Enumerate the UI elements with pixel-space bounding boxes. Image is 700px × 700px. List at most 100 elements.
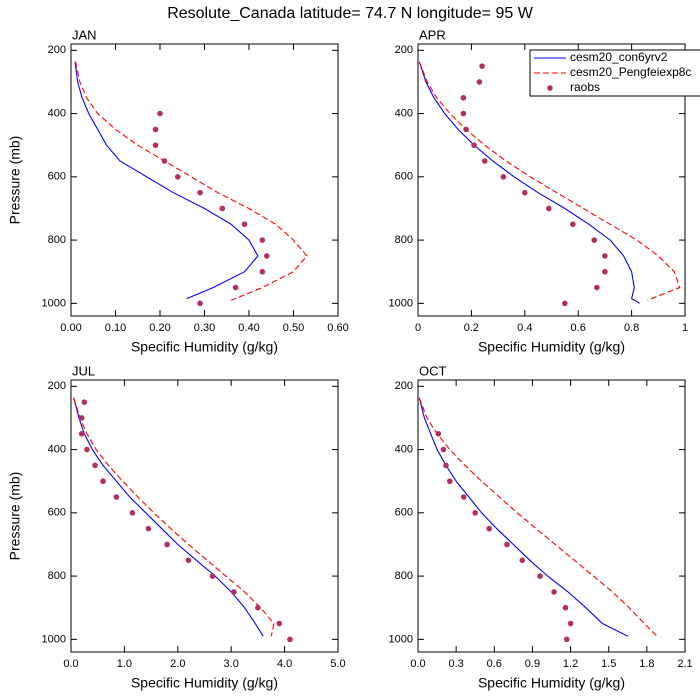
raob-point (562, 604, 569, 611)
x-tick-label: 0.8 (624, 322, 639, 334)
raob-point (84, 446, 90, 453)
plot-frame (417, 43, 686, 317)
x-tick-label: 1.2 (563, 658, 578, 670)
page-title: Resolute_Canada latitude= 74.7 N longitu… (167, 5, 533, 22)
x-tick-label: 3.0 (224, 658, 239, 670)
raob-point (255, 604, 261, 611)
raob-point (594, 284, 600, 291)
legend-swatch (547, 85, 553, 91)
x-tick-label: 0.2 (464, 322, 479, 334)
raob-point (567, 620, 574, 627)
x-axis-label: Specific Humidity (g/kg) (131, 675, 278, 691)
raob-point (264, 253, 270, 259)
raob-point (479, 63, 485, 69)
model-line (418, 397, 629, 637)
raob-point (500, 174, 507, 180)
raob-point (519, 557, 526, 564)
y-axis-label: Pressure (mb) (7, 136, 23, 225)
x-tick-label: 0.60 (327, 322, 348, 334)
panel-title: JUL (72, 363, 95, 378)
y-tick-label: 400 (395, 107, 413, 119)
raob-point (81, 399, 88, 405)
raob-point (460, 94, 467, 101)
raob-point (287, 636, 293, 643)
plot-area (418, 397, 658, 643)
raob-point (551, 589, 557, 595)
raob-point (522, 189, 528, 196)
y-tick-label: 800 (48, 234, 66, 246)
raob-point (446, 478, 453, 485)
raob-point (486, 525, 493, 532)
y-tick-label: 600 (395, 171, 413, 183)
x-tick-label: 0.40 (238, 322, 259, 334)
model-line (418, 61, 681, 301)
plot-frame (70, 43, 339, 317)
y-tick-label: 800 (395, 234, 413, 246)
raob-point (157, 110, 163, 117)
raob-point (476, 79, 483, 85)
model-line (74, 61, 259, 300)
raob-point (232, 284, 239, 291)
raob-point (276, 620, 283, 627)
plot-frame (70, 379, 339, 653)
raob-point (241, 221, 248, 228)
model-line (74, 61, 308, 301)
x-axis-label: Specific Humidity (g/kg) (131, 339, 278, 355)
raob-point (231, 589, 237, 595)
raob-point (563, 636, 570, 643)
y-tick-label: 600 (395, 507, 413, 519)
panel-title: JAN (72, 27, 97, 42)
x-tick-label: 0.3 (448, 658, 463, 670)
raob-point (463, 126, 469, 133)
plot-area (418, 61, 681, 307)
y-axis-label: Pressure (mb) (7, 472, 23, 561)
y-tick-label: 200 (395, 44, 413, 56)
y-tick-label: 200 (48, 380, 66, 392)
raob-point (152, 142, 159, 149)
x-tick-label: 0.6 (571, 322, 586, 334)
y-tick-label: 600 (48, 171, 66, 183)
y-tick-label: 400 (395, 443, 413, 455)
raob-point (197, 189, 203, 196)
x-tick-label: 0.0 (410, 658, 425, 670)
model-line (418, 397, 658, 637)
raob-point (591, 237, 598, 243)
y-tick-label: 600 (48, 507, 66, 519)
legend-label: cesm20_Pengfeiexp8c (570, 65, 691, 79)
x-tick-label: 0.00 (60, 322, 81, 334)
x-tick-label: 5.0 (330, 658, 345, 670)
raob-point (209, 573, 216, 579)
raob-point (78, 415, 85, 421)
raob-point (537, 573, 543, 579)
x-tick-label: 0.4 (517, 322, 532, 334)
raob-point (472, 510, 479, 516)
x-tick-label: 0.10 (105, 322, 126, 334)
x-axis-label: Specific Humidity (g/kg) (478, 675, 625, 691)
legend-label: cesm20_con6yrv2 (570, 50, 668, 64)
y-tick-label: 1000 (42, 297, 66, 309)
raob-point (145, 525, 152, 532)
panel-title: APR (419, 27, 446, 42)
raob-point (100, 478, 106, 485)
raob-point (197, 300, 203, 307)
raob-point (435, 430, 442, 437)
raob-point (460, 110, 467, 117)
raob-point (259, 237, 266, 243)
model-line (418, 61, 640, 304)
raob-point (562, 300, 568, 307)
plot-area (74, 61, 308, 307)
model-line (73, 397, 264, 637)
raob-point (570, 221, 576, 228)
x-tick-label: 4.0 (277, 658, 292, 670)
raob-point (185, 557, 192, 564)
raob-point (504, 541, 510, 548)
raob-point (78, 430, 85, 437)
plot-area (73, 397, 293, 643)
legend-label: raobs (570, 80, 600, 94)
raob-point (602, 253, 608, 259)
y-tick-label: 200 (395, 380, 413, 392)
x-tick-label: 2.1 (677, 658, 692, 670)
plot-frame (417, 379, 686, 653)
y-tick-label: 800 (48, 570, 66, 582)
